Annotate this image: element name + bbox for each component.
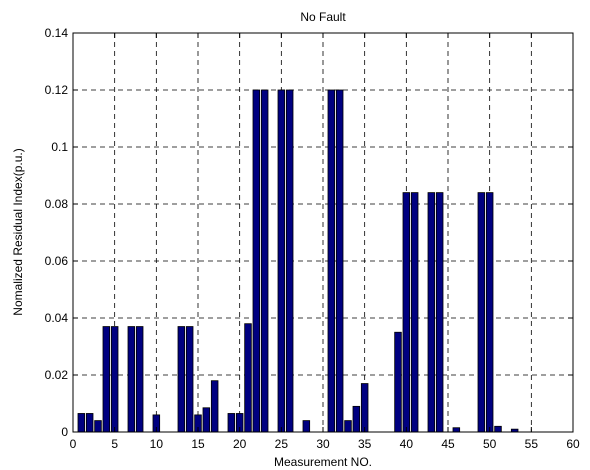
- bar: [360, 383, 369, 433]
- y-tick-label: 0.1: [51, 140, 68, 154]
- bar: [477, 192, 486, 433]
- bar: [110, 326, 119, 433]
- chart-title: No Fault: [300, 10, 346, 24]
- bar: [135, 326, 144, 433]
- bar: [435, 192, 444, 433]
- bar: [185, 326, 194, 433]
- y-tick-label: 0: [61, 425, 68, 439]
- bar: [252, 89, 261, 433]
- x-tick-label: 10: [150, 437, 164, 451]
- bar: [485, 192, 494, 433]
- bar: [210, 380, 219, 433]
- x-tick-labels: 0 5 10 15 20 25 30 35 40 45 50 55 60: [70, 437, 580, 451]
- y-tick-labels: 0 0.02 0.04 0.06 0.08 0.1 0.12 0.14: [45, 26, 69, 439]
- bar: [402, 192, 411, 433]
- y-tick-label: 0.08: [45, 197, 69, 211]
- x-tick-label: 50: [483, 437, 497, 451]
- x-tick-label: 25: [275, 437, 289, 451]
- bar: [452, 427, 461, 433]
- bar: [177, 326, 186, 433]
- bar: [427, 192, 436, 433]
- bar: [277, 89, 286, 433]
- y-tick-label: 0.14: [45, 26, 69, 40]
- x-tick-label: 45: [441, 437, 455, 451]
- bar: [85, 413, 94, 433]
- bar: [302, 420, 311, 433]
- bar: [202, 407, 211, 433]
- bar: [227, 413, 236, 433]
- bar: [77, 413, 86, 433]
- bar: [102, 326, 111, 433]
- y-tick-label: 0.04: [45, 311, 69, 325]
- bar: [285, 89, 294, 433]
- bar: [244, 323, 252, 433]
- bar: [352, 405, 361, 433]
- bar: [394, 331, 402, 433]
- bar: [344, 420, 352, 433]
- bar: [410, 192, 419, 433]
- y-tick-label: 0.06: [45, 254, 69, 268]
- tick-marks: [72, 32, 574, 433]
- x-tick-label: 15: [191, 437, 205, 451]
- x-tick-label: 35: [358, 437, 372, 451]
- bar: [94, 420, 102, 433]
- x-tick-label: 20: [233, 437, 247, 451]
- bar: [327, 89, 336, 433]
- x-tick-label: 30: [316, 437, 330, 451]
- bar: [260, 89, 269, 433]
- x-tick-label: 0: [70, 437, 77, 451]
- x-tick-label: 55: [525, 437, 539, 451]
- bar: [494, 425, 502, 433]
- x-axis-label: Measurement NO.: [274, 455, 372, 469]
- x-tick-label: 5: [111, 437, 118, 451]
- bars: [77, 89, 519, 433]
- y-tick-label: 0.12: [45, 83, 69, 97]
- x-tick-label: 40: [400, 437, 414, 451]
- bar: [335, 89, 344, 433]
- x-tick-label: 60: [566, 437, 580, 451]
- bar: [127, 326, 136, 433]
- y-axis-label: Nomalized Residual Index(p.u.): [11, 148, 25, 315]
- y-tick-label: 0.02: [45, 368, 69, 382]
